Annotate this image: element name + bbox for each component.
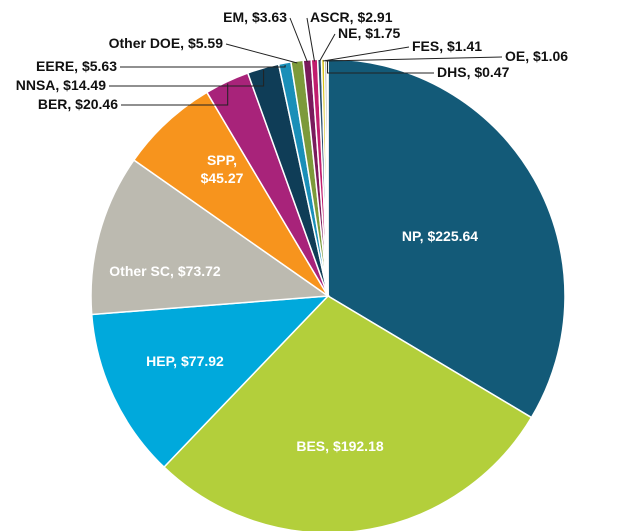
leader-line: [326, 61, 434, 74]
value-label: $14.49: [63, 77, 106, 93]
slice-label: OE, $1.06: [505, 48, 568, 64]
pie-slice: [90, 295, 330, 469]
leader-line: [120, 64, 286, 68]
slice-label: SPP, $45.27: [201, 152, 244, 186]
separator: ,: [420, 228, 424, 244]
slice-label: BER, $20.46: [38, 96, 118, 112]
value-label: $73.72: [178, 263, 221, 279]
category-name: EM: [223, 9, 244, 25]
category-name: NNSA: [16, 77, 56, 93]
separator: ,: [180, 35, 188, 51]
category-name: NE: [338, 25, 357, 41]
leader-line: [225, 43, 298, 64]
separator: ,: [244, 9, 252, 25]
pie-slice: [326, 58, 329, 297]
slice-label: Other SC, $73.72: [109, 263, 221, 279]
value-label: $45.27: [201, 170, 244, 186]
slice-label: Other DOE, $5.59: [109, 35, 224, 51]
slice-label: NP, $225.64: [402, 228, 478, 244]
category-name: OE: [505, 48, 525, 64]
separator: ,: [74, 58, 82, 74]
slice-label: NE, $1.75: [338, 25, 400, 41]
leader-line: [306, 17, 316, 62]
slice-label: HEP, $77.92: [146, 353, 224, 369]
slice-label: NNSA, $14.49: [16, 77, 106, 93]
value-label: $2.91: [357, 9, 392, 25]
leader-line: [121, 83, 229, 106]
value-label: $3.63: [252, 9, 287, 25]
value-label: $1.41: [447, 38, 482, 54]
separator: ,: [67, 96, 75, 112]
category-name: Other DOE: [109, 35, 181, 51]
category-name: HEP: [146, 353, 174, 369]
leader-line: [109, 69, 265, 87]
slice-label: BES, $192.18: [296, 438, 384, 454]
separator: ,: [439, 38, 447, 54]
separator: ,: [350, 9, 358, 25]
slice-label: DHS, $0.47: [437, 64, 510, 80]
category-name: EERE: [36, 58, 74, 74]
slice-label: FES, $1.41: [412, 38, 482, 54]
leader-line: [319, 33, 336, 62]
category-name: DHS: [437, 64, 467, 80]
separator: ,: [357, 25, 365, 41]
leader-line: [325, 56, 503, 62]
category-name: BES: [296, 438, 325, 454]
category-name: BER: [38, 96, 68, 112]
value-label: $20.46: [75, 96, 118, 112]
category-name: Other SC: [109, 263, 170, 279]
value-label: $5.59: [188, 35, 223, 51]
separator: ,: [325, 438, 329, 454]
value-label: $1.06: [533, 48, 568, 64]
category-name: ASCR: [310, 9, 350, 25]
separator: ,: [233, 152, 237, 168]
value-label: $225.64: [427, 228, 478, 244]
separator: ,: [173, 353, 177, 369]
value-label: $77.92: [181, 353, 224, 369]
value-label: $192.18: [333, 438, 384, 454]
value-label: $0.47: [474, 64, 509, 80]
pie-slice: [327, 58, 566, 419]
separator: ,: [467, 64, 475, 80]
slice-label: EM, $3.63: [223, 9, 287, 25]
value-label: $5.63: [82, 58, 117, 74]
separator: ,: [525, 48, 533, 64]
category-name: SPP: [207, 152, 235, 168]
slice-label: EERE, $5.63: [36, 58, 117, 74]
leader-line: [323, 46, 410, 62]
separator: ,: [55, 77, 63, 93]
value-label: $1.75: [365, 25, 400, 41]
category-name: FES: [412, 38, 439, 54]
separator: ,: [170, 263, 174, 279]
category-name: NP: [402, 228, 421, 244]
slice-label: ASCR, $2.91: [310, 9, 393, 25]
pie-slice: [90, 158, 331, 316]
leader-line: [289, 17, 308, 63]
